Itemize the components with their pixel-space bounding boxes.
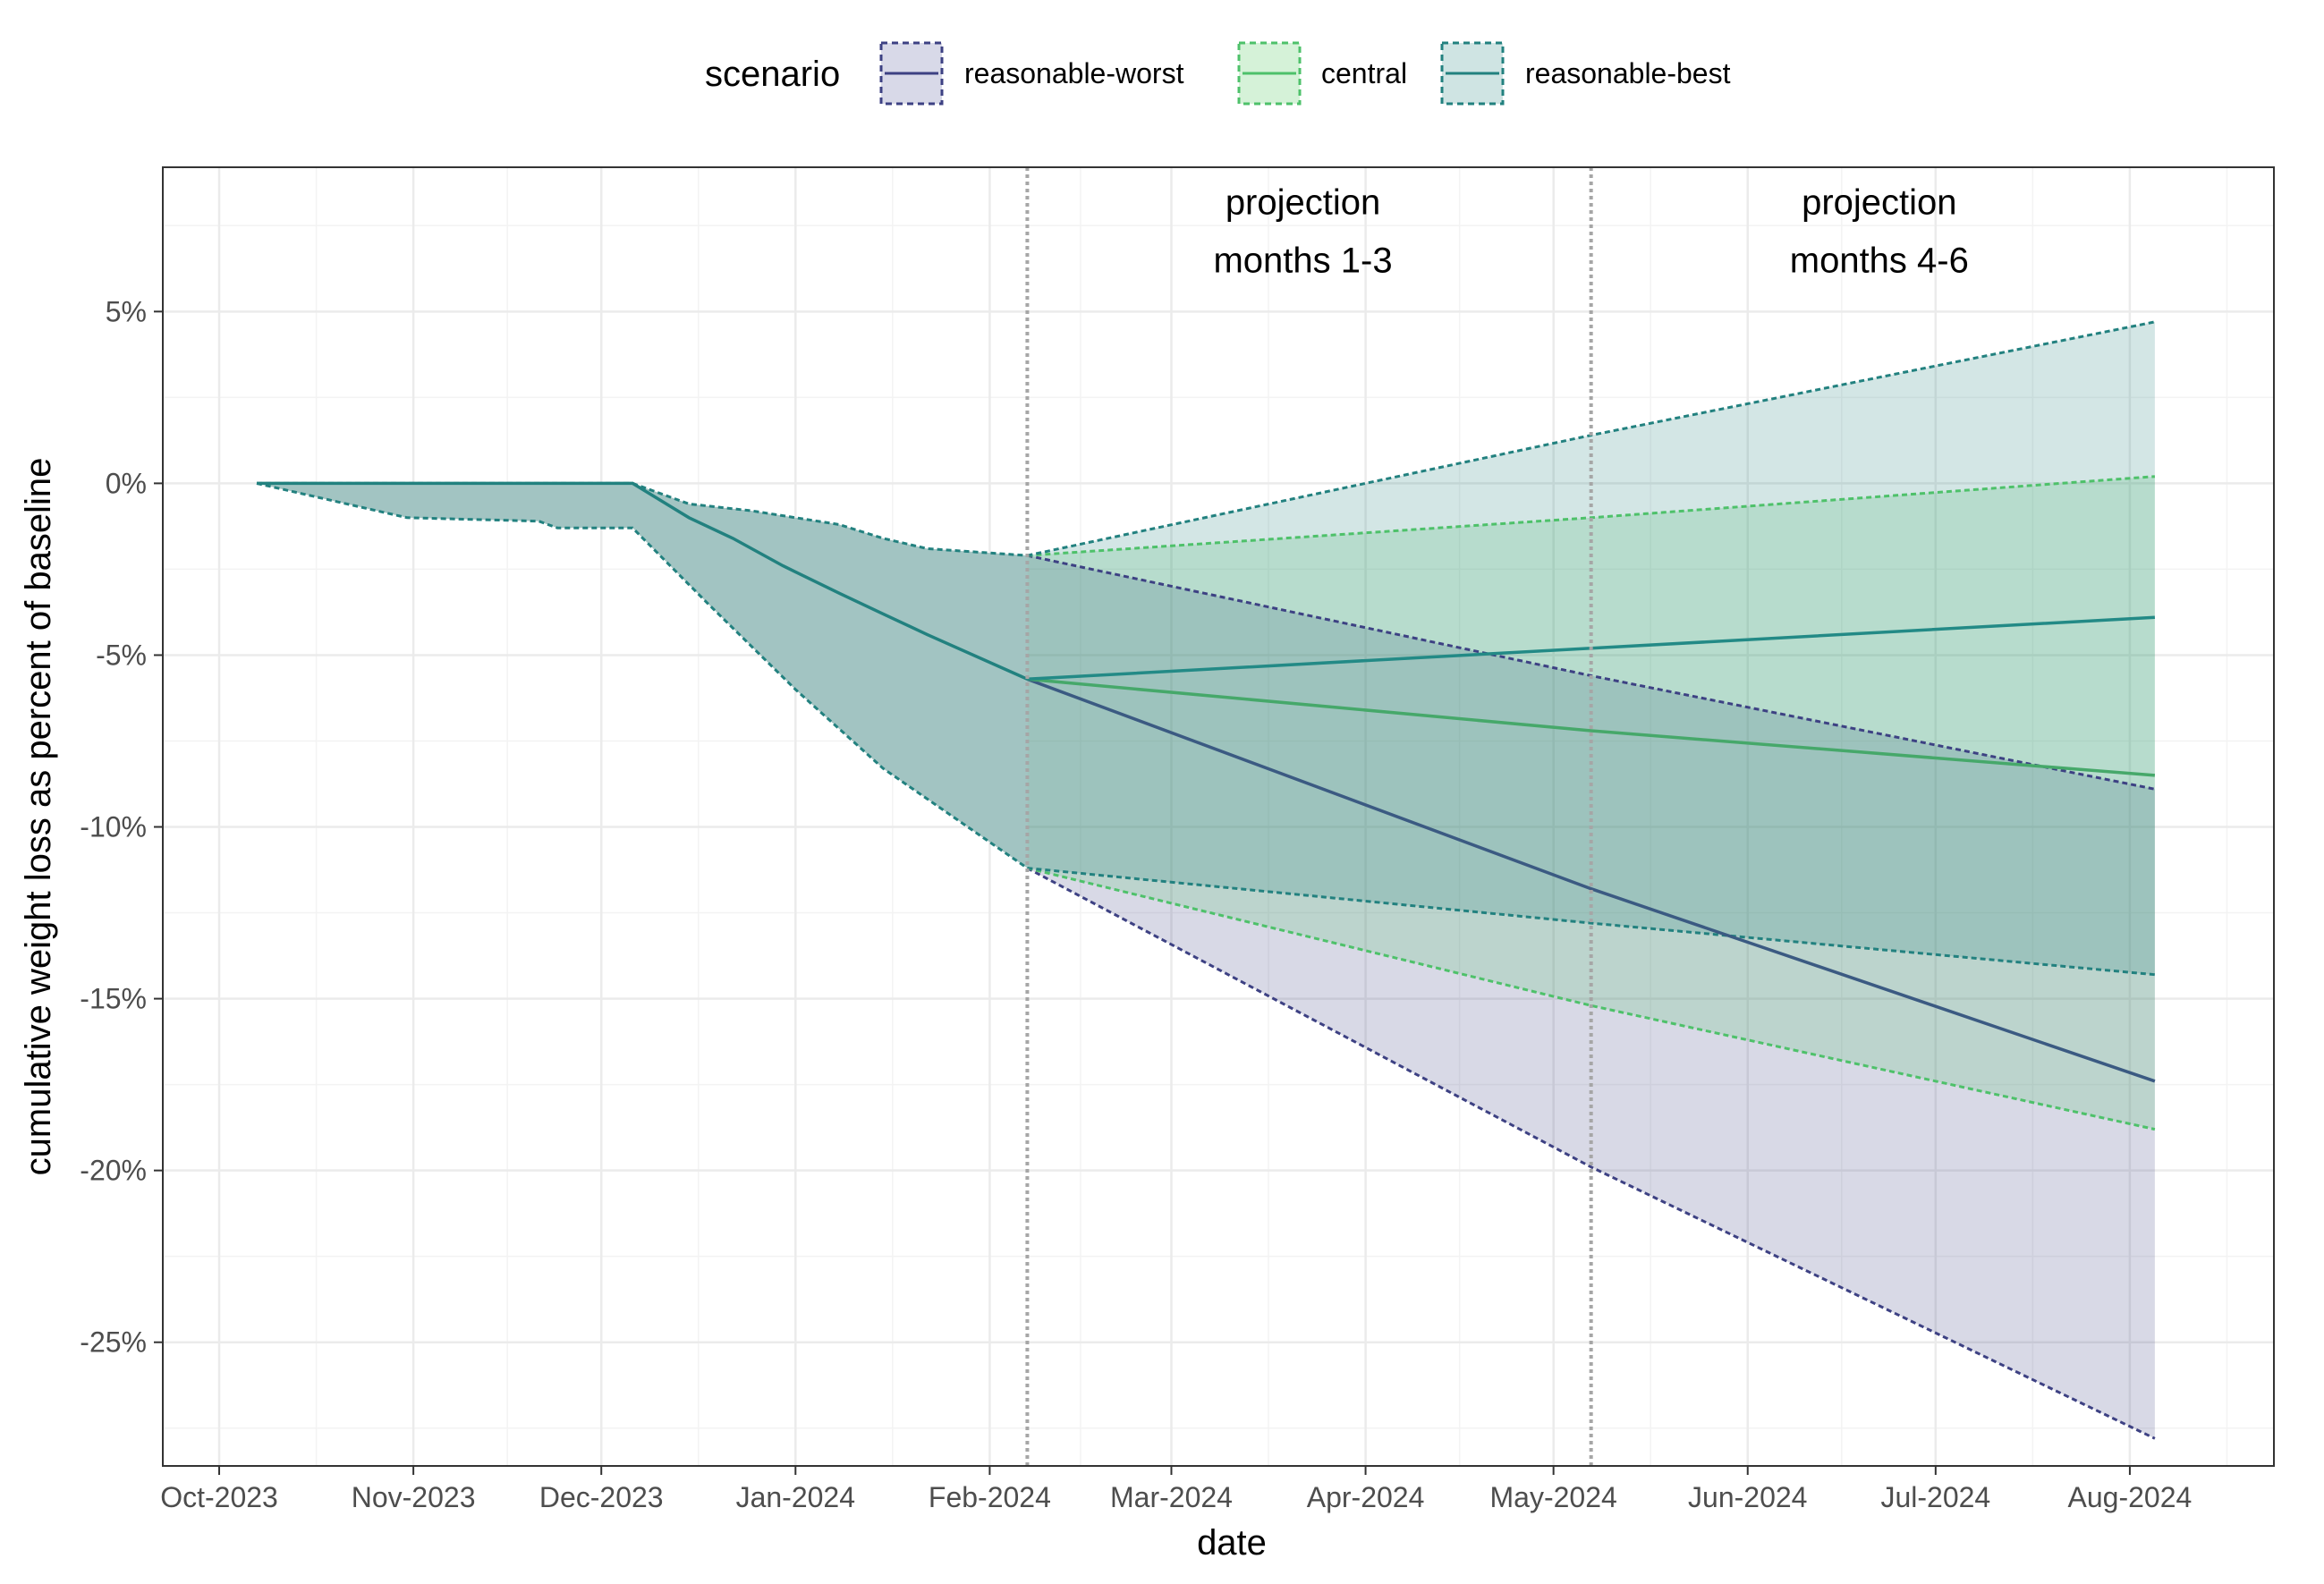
historical-lower-line xyxy=(256,481,1029,869)
y-tick-label: -20% xyxy=(80,1155,147,1187)
y-tick-label: 0% xyxy=(106,467,147,499)
historical-upper-line xyxy=(257,481,1028,557)
legend-label-reasonable-worst: reasonable-worst xyxy=(964,57,1184,89)
x-tick-label: Dec-2023 xyxy=(539,1481,664,1513)
x-tick-label: Jun-2024 xyxy=(1688,1481,1807,1513)
x-tick-label: Jan-2024 xyxy=(736,1481,855,1513)
legend-item-reasonable-worst[interactable]: reasonable-worst xyxy=(879,41,1184,106)
x-axis-title: date xyxy=(1197,1523,1267,1563)
y-axis-title: cumulative weight loss as percent of bas… xyxy=(19,458,58,1176)
historical-ribbon xyxy=(257,483,1028,868)
x-tick-label: Feb-2024 xyxy=(929,1481,1051,1513)
x-tick-label: Aug-2024 xyxy=(2068,1481,2193,1513)
legend-item-reasonable-best[interactable]: reasonable-best xyxy=(1440,41,1731,106)
y-tick-label: -15% xyxy=(80,983,147,1015)
y-tick-label: 5% xyxy=(106,295,147,327)
x-tick-label: Nov-2023 xyxy=(352,1481,476,1513)
annotations: projection months 1-3 projection months … xyxy=(1213,182,1968,280)
plot-panel-border xyxy=(162,166,2275,1467)
x-tick-label: Jul-2024 xyxy=(1880,1481,1990,1513)
legend-item-central[interactable]: central xyxy=(1237,41,1407,106)
annotation-months-1-3-line-1: projection xyxy=(1226,182,1380,222)
historical-mean-line xyxy=(257,481,1029,681)
x-tick-label: May-2024 xyxy=(1490,1481,1617,1513)
legend-label-central: central xyxy=(1321,57,1407,89)
x-tick-label: Oct-2023 xyxy=(160,1481,278,1513)
lower-bound-reasonable-best xyxy=(1027,867,2156,977)
ribbon-reasonable-worst xyxy=(1027,555,2155,1439)
y-axis: 5% 0% -5% -10% -15% -20% -25% xyxy=(80,295,163,1359)
lower-bound-reasonable-worst xyxy=(1026,867,2156,1440)
x-axis: Oct-2023 Nov-2023 Dec-2023 Jan-2024 Feb-2024… xyxy=(160,1466,2192,1513)
annotation-months-4-6-line-1: projection xyxy=(1802,182,1956,222)
legend: scenario reasonable-worst central reason… xyxy=(705,41,1731,106)
annotation-months-4-6-line-2: months 4-6 xyxy=(1790,241,1969,281)
annotation-months-1-3-line-2: months 1-3 xyxy=(1213,241,1392,281)
y-tick-label: -25% xyxy=(80,1326,147,1359)
mean-line-reasonable-worst xyxy=(1026,677,2156,1083)
grid-minor xyxy=(163,167,2274,1466)
legend-title: scenario xyxy=(705,55,840,94)
mean-line-central xyxy=(1027,677,2156,777)
x-tick-label: Mar-2024 xyxy=(1110,1481,1233,1513)
ribbon-central xyxy=(1027,476,2155,1130)
y-tick-label: -10% xyxy=(80,811,147,843)
plot-panel xyxy=(163,167,2274,1466)
x-tick-label: Apr-2024 xyxy=(1307,1481,1425,1513)
y-tick-label: -5% xyxy=(96,639,147,671)
upper-bound-central xyxy=(1027,475,2156,557)
projection-dividers xyxy=(1025,167,1593,1466)
legend-label-reasonable-best: reasonable-best xyxy=(1525,57,1731,89)
